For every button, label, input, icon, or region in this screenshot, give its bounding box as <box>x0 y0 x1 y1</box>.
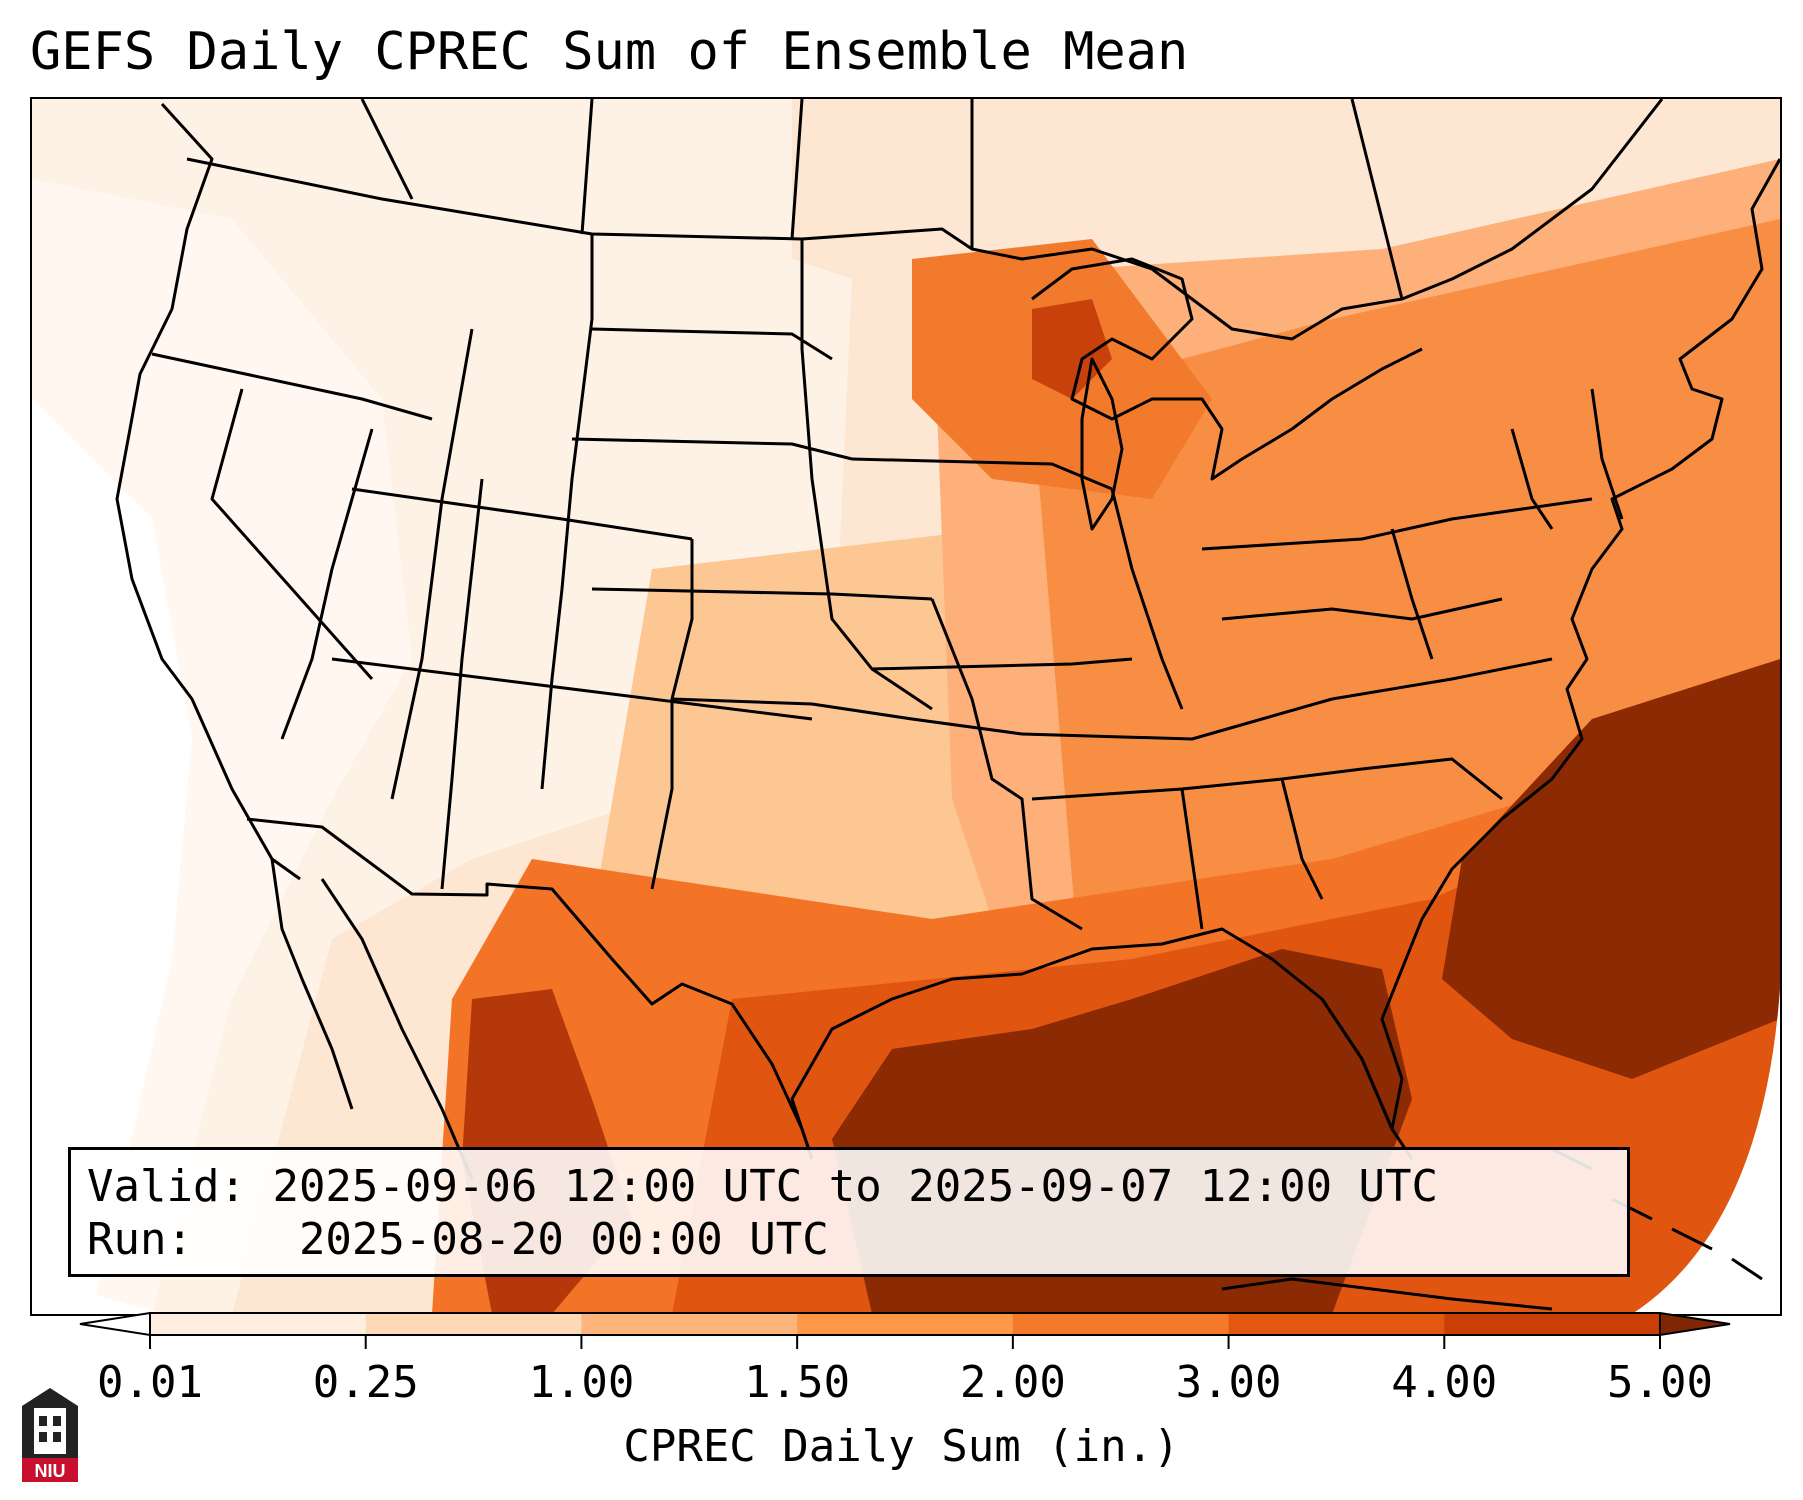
canada-province-line-1 <box>580 99 594 235</box>
state-line-29 <box>1590 388 1624 520</box>
state-line-24 <box>1221 597 1503 621</box>
colorbar-tick-label: 0.01 <box>97 1357 203 1408</box>
gulf-coast-line <box>790 158 1780 1160</box>
state-line-6 <box>331 657 813 721</box>
colorbar-under-arrow <box>79 1311 151 1337</box>
state-line-3 <box>280 428 374 740</box>
lake-michigan <box>1080 357 1124 531</box>
valid-value: 2025-09-06 12:00 UTC to 2025-09-07 12:00… <box>272 1161 1439 1212</box>
colorbar-tick-label: 2.00 <box>959 1357 1066 1408</box>
logo-window-1 <box>39 1416 47 1426</box>
west-coast-line <box>115 102 301 881</box>
state-line-10 <box>591 327 833 361</box>
canada-province-line-2 <box>790 99 804 240</box>
colorbar-tick-label: 0.25 <box>312 1357 419 1408</box>
precip-wisconsin-dark <box>1032 299 1112 399</box>
logo-window-3 <box>39 1432 47 1442</box>
precip-atlantic-heavy <box>1442 659 1780 1079</box>
run-value: 2025-08-20 00:00 UTC <box>298 1214 829 1265</box>
colorbar-ticks <box>149 1335 1661 1349</box>
state-line-14 <box>800 239 933 711</box>
logo-text: NIU <box>35 1461 66 1481</box>
colorbar-segment <box>797 1313 1014 1335</box>
mexico-west-coast <box>320 878 474 1180</box>
colorbar-segment <box>365 1313 582 1335</box>
map-frame <box>30 97 1782 1316</box>
state-line-2 <box>210 388 374 680</box>
state-line-22 <box>1280 778 1324 900</box>
state-line-20 <box>1031 767 1363 801</box>
precip-field <box>32 99 1780 1314</box>
precip-pacific-white <box>32 399 192 1314</box>
logo-banner <box>22 1458 78 1482</box>
colorbar-tick-label: 4.00 <box>1391 1357 1498 1408</box>
valid-label: Valid: <box>87 1161 246 1212</box>
state-line-15 <box>930 598 1083 931</box>
logo-window-2 <box>53 1416 61 1426</box>
niu-logo-icon: NIU <box>22 1388 78 1482</box>
canada-province-line-5 <box>360 99 414 200</box>
colorbar <box>79 1311 1731 1349</box>
canada-border <box>186 99 1664 341</box>
state-line-7 <box>440 478 484 890</box>
earth-edge-right <box>1632 989 1780 1314</box>
colorbar-tick-label: 5.00 <box>1607 1357 1713 1408</box>
run-label: Run: <box>87 1214 193 1265</box>
baja-peninsula <box>270 858 354 1110</box>
state-line-27 <box>1390 528 1434 660</box>
precip-map <box>32 99 1780 1314</box>
state-line-25 <box>1331 657 1553 701</box>
colorbar-outline <box>149 1312 1661 1336</box>
map-title: GEFS Daily CPREC Sum of Ensemble Mean <box>30 22 1189 82</box>
us-mexico-border <box>246 817 814 1160</box>
state-line-5 <box>351 487 693 541</box>
state-line-18 <box>1021 697 1333 741</box>
state-line-16 <box>851 457 1113 491</box>
state-line-19 <box>1110 488 1184 710</box>
colorbar-segment <box>150 1313 367 1335</box>
colorbar-segment <box>581 1313 798 1335</box>
state-line-13 <box>671 697 1023 736</box>
colorbar-tick-label: 3.00 <box>1175 1357 1282 1408</box>
state-line-4 <box>390 328 474 800</box>
cuba-island <box>1221 1277 1553 1311</box>
logo-tower <box>34 1408 66 1454</box>
colorbar-segment <box>1444 1313 1661 1335</box>
boundaries <box>115 99 1780 1311</box>
state-line-11 <box>571 437 853 461</box>
colorbar-tick-label: 1.00 <box>528 1357 635 1408</box>
state-line-8 <box>540 234 594 790</box>
florida-peninsula <box>1320 998 1414 1160</box>
canada-province-line-4 <box>1350 99 1404 300</box>
logo-window-4 <box>53 1432 61 1442</box>
colorbar-over-arrow <box>1659 1311 1731 1337</box>
colorbar-segment <box>1228 1313 1445 1335</box>
colorbar-segments <box>79 1311 1731 1337</box>
state-line-1 <box>151 352 433 421</box>
state-line-26 <box>1361 757 1503 801</box>
validity-info-box: Valid: 2025-09-06 12:00 UTC to 2025-09-0… <box>68 1147 1630 1277</box>
state-line-21 <box>1180 788 1204 930</box>
state-line-12 <box>591 587 933 601</box>
state-line-23 <box>1201 497 1593 551</box>
colorbar-segment <box>1012 1313 1230 1335</box>
colorbar-label: CPREC Daily Sum (in.) <box>623 1421 1180 1472</box>
colorbar-tick-label: 1.50 <box>744 1357 851 1408</box>
state-line-28 <box>1510 428 1554 530</box>
earth-edge-left <box>32 1269 172 1314</box>
state-line-17 <box>871 657 1133 671</box>
great-lakes-outline <box>1031 257 1423 481</box>
